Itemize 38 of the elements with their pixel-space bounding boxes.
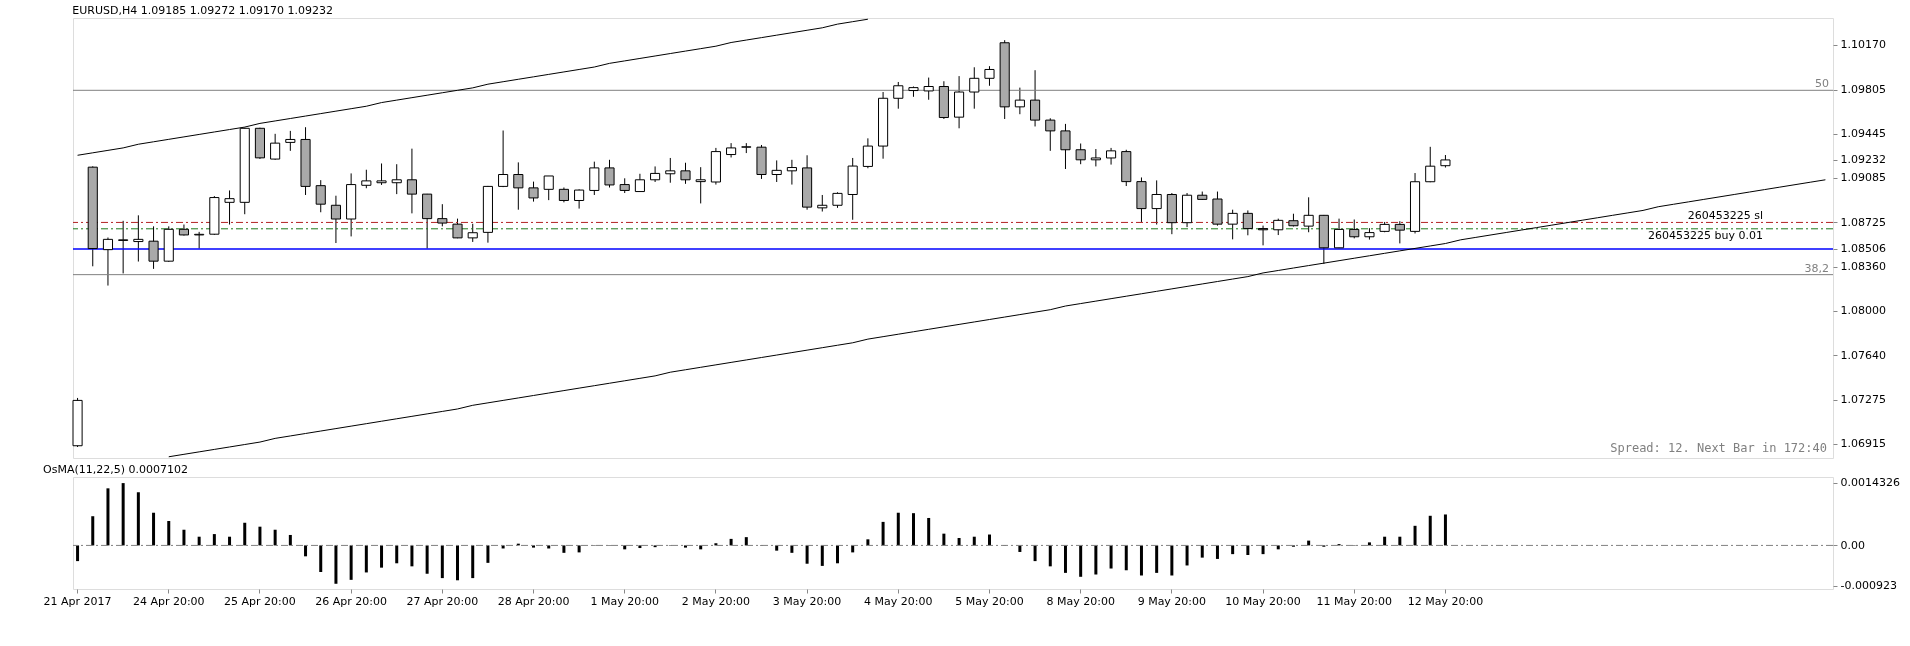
- y-tick-label: 1.08000: [1840, 304, 1886, 318]
- x-tick-label: 8 May 20:00: [1046, 594, 1115, 608]
- y-tick-label: 0.00: [1840, 538, 1865, 552]
- x-tick-label: 1 May 20:00: [590, 594, 659, 608]
- x-tick-label: 10 May 20:00: [1225, 594, 1301, 608]
- y-tick-label: 1.09085: [1840, 171, 1886, 185]
- y-tick-label: 1.07275: [1840, 393, 1886, 407]
- x-tick-label: 12 May 20:00: [1407, 594, 1484, 608]
- y-tick-label: 1.06915: [1840, 437, 1886, 451]
- chart-title: OsMA(11,22,5) 0.0007102: [43, 462, 189, 476]
- y-tick-label: 1.08360: [1840, 260, 1886, 274]
- y-tick-label: 1.10170: [1840, 38, 1886, 52]
- x-tick-label: 5 May 20:00: [955, 594, 1024, 608]
- annotation: 50: [1815, 77, 1829, 91]
- x-tick-label: 4 May 20:00: [864, 594, 933, 608]
- ref-line-label: 260453225 sl: [1687, 209, 1763, 223]
- y-tick-label: 0.0014326: [1840, 476, 1900, 490]
- y-tick-label: -0.000923: [1840, 579, 1897, 593]
- x-tick-label: 27 Apr 20:00: [406, 594, 479, 608]
- x-tick-label: 2 May 20:00: [681, 594, 751, 608]
- x-tick-label: 24 Apr 20:00: [132, 594, 205, 608]
- ref-line-label: 260453225 buy 0.01: [1648, 228, 1763, 242]
- y-tick-label: 1.09805: [1840, 83, 1886, 97]
- y-tick-label: 1.08725: [1840, 215, 1886, 229]
- x-tick-label: 3 May 20:00: [772, 594, 842, 608]
- x-tick-label: 11 May 20:00: [1316, 594, 1392, 608]
- y-tick-label: 1.07640: [1840, 348, 1886, 362]
- annotation: Spread: 12. Next Bar in 172:40: [1610, 441, 1827, 455]
- x-tick-label: 28 Apr 20:00: [497, 594, 570, 608]
- annotation: 38,2: [1804, 261, 1829, 275]
- x-tick-label: 21 Apr 2017: [43, 594, 112, 608]
- x-tick-label: 25 Apr 20:00: [224, 594, 296, 608]
- y-tick-label: 1.09232: [1840, 153, 1886, 167]
- chart-title: EURUSD,H4 1.09185 1.09272 1.09170 1.09232: [72, 4, 334, 17]
- x-tick-label: 9 May 20:00: [1137, 594, 1207, 608]
- y-tick-label: 1.09445: [1840, 127, 1886, 141]
- y-tick-label: 1.08506: [1840, 242, 1886, 256]
- x-tick-label: 26 Apr 20:00: [315, 594, 387, 608]
